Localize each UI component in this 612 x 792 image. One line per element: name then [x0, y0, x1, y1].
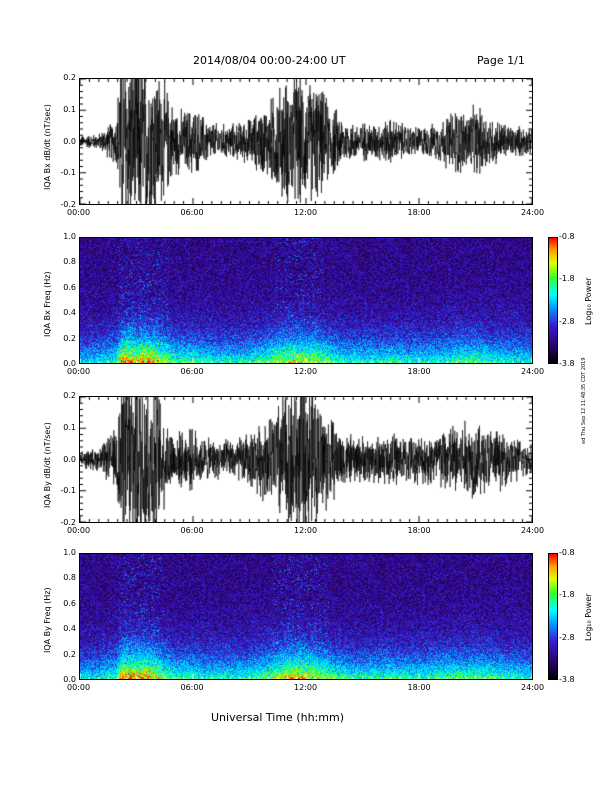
bx-colorbar — [548, 237, 558, 364]
y-tick-label: -0.2 — [60, 518, 76, 527]
y-tick-label: 0.2 — [63, 73, 76, 82]
x-tick-label: 12:00 — [294, 367, 318, 376]
colorbar-tick-label: -3.8 — [559, 359, 575, 368]
y-tick-label: 0.6 — [63, 598, 76, 608]
x-tick-label: 24:00 — [521, 683, 545, 692]
x-tick-label: 24:00 — [521, 208, 545, 217]
y-tick-label: 0.1 — [63, 104, 76, 114]
y-tick-label: 0.2 — [63, 649, 76, 659]
colorbar-label: Log₁₀ Power — [584, 277, 593, 325]
y-tick-label: 0.4 — [63, 624, 76, 634]
x-tick-label: 12:00 — [294, 526, 318, 535]
x-tick-label: 12:00 — [294, 683, 318, 692]
y-tick-label: 0.6 — [63, 282, 76, 292]
y-tick-label: 0.1 — [63, 422, 76, 432]
colorbar-tick-label: -2.8 — [559, 316, 575, 326]
x-tick-label: 24:00 — [521, 367, 545, 376]
y-tick-label: 1.0 — [63, 232, 76, 241]
y-tick-label: 0.8 — [63, 573, 76, 583]
x-axis-label: Universal Time (hh:mm) — [211, 711, 344, 724]
y-tick-label: 0.0 — [63, 675, 76, 684]
by-dbdt-trace — [80, 397, 532, 522]
colorbar-tick-label: -0.8 — [559, 548, 575, 557]
y-tick-label: -0.1 — [60, 486, 76, 496]
y-tick-label: 0.4 — [63, 308, 76, 318]
x-tick-label: 18:00 — [407, 683, 431, 692]
bx-spectrogram-plot — [79, 237, 533, 364]
page-label: Page 1/1 — [477, 54, 525, 67]
y-tick-label: 0.2 — [63, 333, 76, 343]
x-tick-label: 24:00 — [521, 526, 545, 535]
colorbar-tick-label: -3.8 — [559, 675, 575, 684]
colorbar-tick-label: -2.8 — [559, 632, 575, 642]
by-colorbar — [548, 553, 558, 680]
y-tick-label: 0.0 — [63, 359, 76, 368]
y-tick-label: 0.2 — [63, 391, 76, 400]
by-spectrogram-plot — [79, 553, 533, 680]
y-axis-label-0: IQA Bx dB/dt (nT/sec) — [43, 103, 52, 190]
x-tick-label: 12:00 — [294, 208, 318, 217]
bx-spectrogram-image — [80, 238, 532, 363]
x-tick-label: 06:00 — [180, 526, 204, 535]
bx-dbdt-plot — [79, 78, 533, 205]
y-tick-label: 0.0 — [63, 454, 76, 464]
x-tick-label: 00:00 — [67, 208, 91, 217]
colorbar-label: Log₁₀ Power — [584, 593, 593, 641]
x-tick-label: 00:00 — [67, 683, 91, 692]
y-axis-label-3: IQA By Freq (Hz) — [43, 587, 52, 654]
by-spectrogram-image — [80, 554, 532, 679]
y-tick-label: 0.8 — [63, 257, 76, 267]
x-tick-label: 00:00 — [67, 367, 91, 376]
y-tick-label: -0.1 — [60, 168, 76, 178]
x-tick-label: 06:00 — [180, 367, 204, 376]
x-tick-label: 00:00 — [67, 526, 91, 535]
date-range-title: 2014/08/04 00:00-24:00 UT — [193, 54, 346, 67]
colorbar-tick-label: -0.8 — [559, 232, 575, 241]
side-note: ed Thu Sep 12 11:48:35 CDT 2019 — [581, 357, 587, 444]
colorbar-tick-label: -1.8 — [559, 274, 575, 284]
colorbar-tick-label: -1.8 — [559, 590, 575, 600]
x-tick-label: 06:00 — [180, 683, 204, 692]
y-tick-label: 0.0 — [63, 136, 76, 146]
by-dbdt-plot — [79, 396, 533, 523]
x-tick-label: 18:00 — [407, 208, 431, 217]
bx-dbdt-trace — [80, 79, 532, 204]
x-tick-label: 06:00 — [180, 208, 204, 217]
y-tick-label: 1.0 — [63, 548, 76, 557]
x-tick-label: 18:00 — [407, 526, 431, 535]
x-tick-label: 18:00 — [407, 367, 431, 376]
y-tick-label: -0.2 — [60, 200, 76, 209]
y-axis-label-1: IQA Bx Freq (Hz) — [43, 271, 52, 338]
y-axis-label-2: IQA By dB/dt (nT/sec) — [43, 421, 52, 508]
